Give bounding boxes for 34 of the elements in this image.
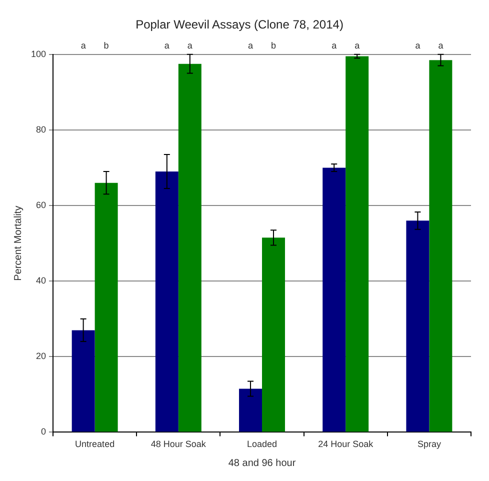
bar <box>322 168 346 432</box>
bar <box>94 182 118 432</box>
y-tick-label: 100 <box>30 48 46 59</box>
y-tick-label: 60 <box>36 200 46 210</box>
text: b <box>104 40 109 50</box>
x-tick-label: Loaded <box>246 439 278 450</box>
bar <box>429 60 452 432</box>
bar <box>406 220 430 432</box>
bar <box>178 64 202 432</box>
text: a <box>438 40 444 50</box>
bar <box>155 172 178 432</box>
bar <box>262 238 285 432</box>
text: a <box>80 40 86 50</box>
x-tick-label: 24 Hour Soak <box>318 439 374 450</box>
bar <box>346 56 369 432</box>
text: a <box>248 40 254 50</box>
y-tick-label: 20 <box>36 351 46 362</box>
y-tick-label: 0 <box>41 426 46 437</box>
text: a <box>354 40 360 50</box>
x-tick-label: 48 Hour Soak <box>150 439 206 450</box>
y-tick-label: 40 <box>36 276 46 286</box>
bar <box>72 330 95 432</box>
y-axis-title: Percent Mortality <box>12 206 24 281</box>
x-tick-label: Spray <box>417 439 442 450</box>
y-tick-label: 80 <box>36 124 46 134</box>
text: b <box>270 40 276 50</box>
text: a <box>332 40 337 50</box>
bar <box>239 388 262 432</box>
text: a <box>415 40 420 50</box>
text: a <box>187 40 192 50</box>
chart-title: Poplar Weevil Assays (Clone 78, 2014) <box>136 18 344 32</box>
x-tick-label: Untreated <box>75 439 115 450</box>
x-axis-title: 48 and 96 hour <box>228 458 296 469</box>
text: a <box>164 40 170 50</box>
